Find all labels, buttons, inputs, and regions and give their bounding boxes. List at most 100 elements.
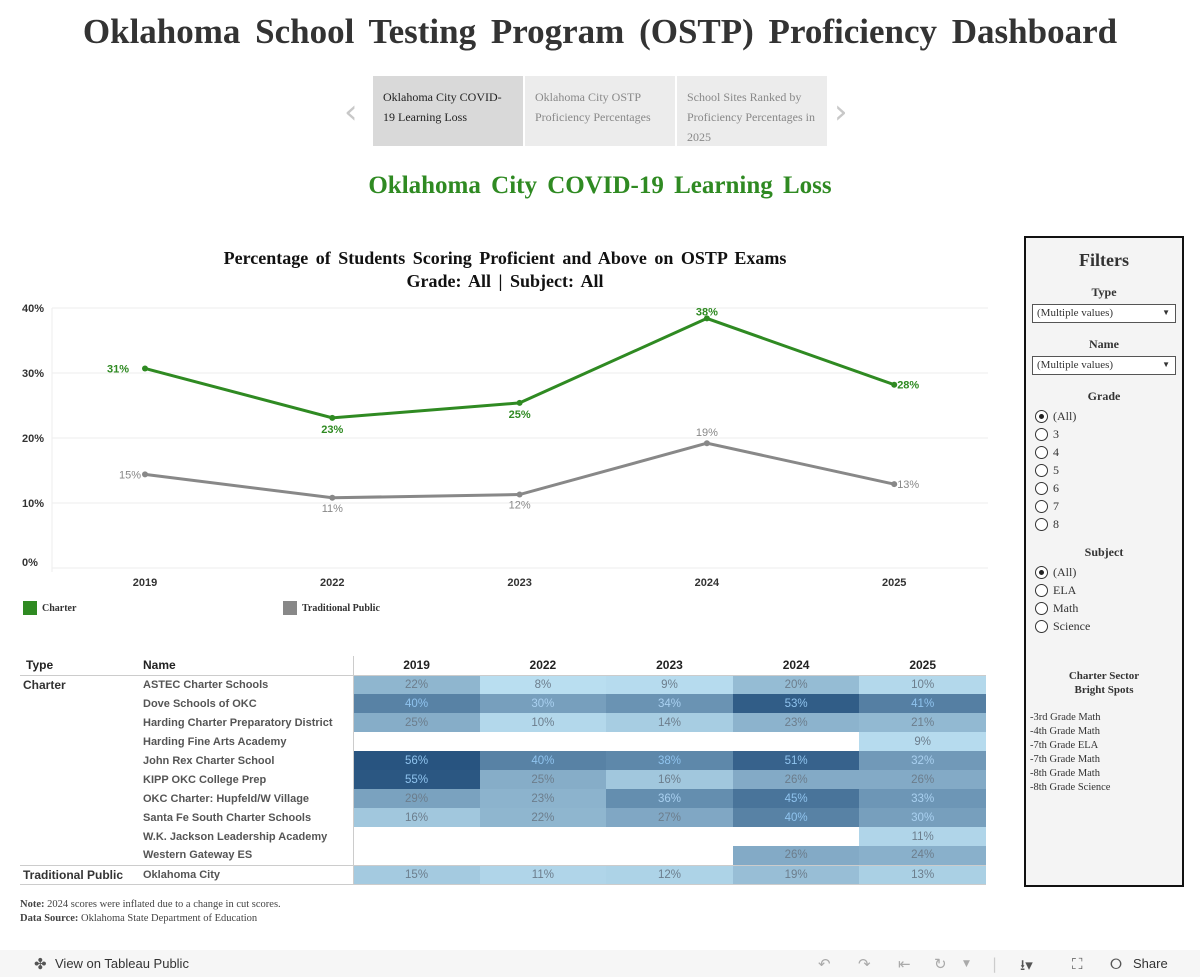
value-cell[interactable]: 45% bbox=[732, 789, 860, 808]
fullscreen-icon[interactable]: ⛶ bbox=[1072, 955, 1083, 973]
radio-button[interactable] bbox=[1035, 427, 1048, 441]
value-cell[interactable]: 53% bbox=[732, 694, 860, 713]
refresh-icon[interactable]: ↻ bbox=[934, 955, 947, 973]
grade-option[interactable]: 4 bbox=[1035, 443, 1182, 461]
data-point[interactable] bbox=[329, 414, 336, 421]
value-cell[interactable] bbox=[352, 732, 480, 751]
radio-button[interactable] bbox=[1035, 481, 1048, 495]
view-on-tableau-link[interactable]: View on Tableau Public bbox=[55, 956, 189, 971]
download-icon[interactable]: ⭳▾ bbox=[1020, 956, 1033, 974]
value-cell[interactable]: 23% bbox=[479, 789, 607, 808]
story-point-3[interactable]: School Sites Ranked by Proficiency Perce… bbox=[677, 76, 827, 146]
radio-button[interactable] bbox=[1035, 619, 1048, 633]
value-cell[interactable]: 12% bbox=[606, 864, 733, 885]
radio-button[interactable] bbox=[1035, 445, 1048, 459]
value-cell[interactable]: 40% bbox=[732, 808, 860, 827]
value-cell[interactable]: 25% bbox=[479, 770, 607, 789]
value-cell[interactable]: 23% bbox=[732, 713, 860, 732]
data-point[interactable] bbox=[891, 481, 898, 488]
legend-charter[interactable]: Charter bbox=[23, 601, 76, 615]
grade-option[interactable]: 6 bbox=[1035, 479, 1182, 497]
radio-button[interactable] bbox=[1035, 583, 1048, 597]
value-cell[interactable] bbox=[606, 846, 733, 865]
revert-icon[interactable]: ⇤ bbox=[898, 955, 911, 973]
data-point[interactable] bbox=[703, 440, 710, 447]
story-point-2[interactable]: Oklahoma City OSTP Proficiency Percentag… bbox=[525, 76, 675, 146]
legend-traditional-public[interactable]: Traditional Public bbox=[283, 601, 380, 615]
value-cell[interactable]: 41% bbox=[859, 694, 986, 713]
undo-icon[interactable]: ↶ bbox=[818, 955, 831, 973]
share-icon[interactable]: ⭘ bbox=[1110, 955, 1123, 973]
subject-option[interactable]: Science bbox=[1035, 617, 1182, 635]
value-cell[interactable]: 38% bbox=[606, 751, 733, 770]
grade-option[interactable]: 3 bbox=[1035, 425, 1182, 443]
value-cell[interactable]: 27% bbox=[606, 808, 733, 827]
type-filter-dropdown[interactable]: (Multiple values) ▼ bbox=[1032, 304, 1176, 323]
grade-option[interactable]: 7 bbox=[1035, 497, 1182, 515]
value-cell[interactable]: 16% bbox=[606, 770, 733, 789]
value-cell[interactable]: 10% bbox=[859, 675, 986, 694]
name-filter-dropdown[interactable]: (Multiple values) ▼ bbox=[1032, 356, 1176, 375]
chevron-right-icon[interactable]: › bbox=[834, 92, 848, 132]
radio-button[interactable] bbox=[1035, 409, 1048, 423]
value-cell[interactable] bbox=[606, 827, 733, 846]
data-point[interactable] bbox=[703, 315, 710, 322]
value-cell[interactable] bbox=[480, 827, 607, 846]
grade-option[interactable]: (All) bbox=[1035, 407, 1182, 425]
value-cell[interactable] bbox=[352, 846, 480, 865]
value-cell[interactable]: 13% bbox=[859, 864, 986, 885]
value-cell[interactable]: 10% bbox=[479, 713, 607, 732]
value-cell[interactable]: 30% bbox=[479, 694, 607, 713]
subject-option[interactable]: Math bbox=[1035, 599, 1182, 617]
value-cell[interactable]: 9% bbox=[859, 732, 986, 751]
data-point[interactable] bbox=[142, 471, 148, 478]
radio-button[interactable] bbox=[1035, 565, 1048, 579]
value-cell[interactable]: 22% bbox=[479, 808, 607, 827]
value-cell[interactable]: 19% bbox=[732, 864, 860, 885]
share-button[interactable]: Share bbox=[1133, 956, 1168, 971]
value-cell[interactable] bbox=[733, 827, 860, 846]
value-cell[interactable]: 30% bbox=[859, 808, 986, 827]
value-cell[interactable]: 51% bbox=[732, 751, 860, 770]
value-cell[interactable]: 15% bbox=[352, 864, 480, 885]
value-cell[interactable]: 56% bbox=[352, 751, 480, 770]
value-cell[interactable]: 22% bbox=[352, 675, 480, 694]
value-cell[interactable]: 26% bbox=[859, 770, 986, 789]
subject-option[interactable]: (All) bbox=[1035, 563, 1182, 581]
value-cell[interactable] bbox=[606, 732, 733, 751]
value-cell[interactable]: 14% bbox=[606, 713, 733, 732]
radio-button[interactable] bbox=[1035, 463, 1048, 477]
radio-button[interactable] bbox=[1035, 499, 1048, 513]
radio-button[interactable] bbox=[1035, 601, 1048, 615]
value-cell[interactable]: 32% bbox=[859, 751, 986, 770]
value-cell[interactable]: 40% bbox=[352, 694, 480, 713]
data-point[interactable] bbox=[891, 381, 898, 388]
value-cell[interactable]: 8% bbox=[479, 675, 607, 694]
value-cell[interactable] bbox=[352, 827, 480, 846]
story-point-1[interactable]: Oklahoma City COVID-19 Learning Loss bbox=[373, 76, 523, 146]
value-cell[interactable]: 9% bbox=[606, 675, 733, 694]
value-cell[interactable]: 26% bbox=[732, 770, 860, 789]
value-cell[interactable]: 20% bbox=[732, 675, 860, 694]
value-cell[interactable]: 11% bbox=[479, 864, 607, 885]
chevron-left-icon[interactable]: ‹ bbox=[344, 92, 358, 132]
value-cell[interactable] bbox=[733, 732, 860, 751]
value-cell[interactable]: 36% bbox=[606, 789, 733, 808]
caret-down-icon[interactable]: ▼ bbox=[963, 959, 970, 969]
data-point[interactable] bbox=[142, 365, 148, 372]
data-point[interactable] bbox=[516, 399, 523, 406]
value-cell[interactable]: 29% bbox=[352, 789, 480, 808]
value-cell[interactable] bbox=[480, 732, 607, 751]
data-point[interactable] bbox=[329, 494, 336, 501]
grade-option[interactable]: 8 bbox=[1035, 515, 1182, 533]
value-cell[interactable]: 11% bbox=[859, 827, 986, 846]
value-cell[interactable]: 40% bbox=[479, 751, 607, 770]
redo-icon[interactable]: ↷ bbox=[858, 955, 871, 973]
value-cell[interactable]: 33% bbox=[859, 789, 986, 808]
value-cell[interactable]: 26% bbox=[732, 846, 860, 865]
value-cell[interactable]: 21% bbox=[859, 713, 986, 732]
value-cell[interactable] bbox=[480, 846, 607, 865]
value-cell[interactable]: 55% bbox=[352, 770, 480, 789]
value-cell[interactable]: 24% bbox=[859, 846, 986, 865]
value-cell[interactable]: 16% bbox=[352, 808, 480, 827]
